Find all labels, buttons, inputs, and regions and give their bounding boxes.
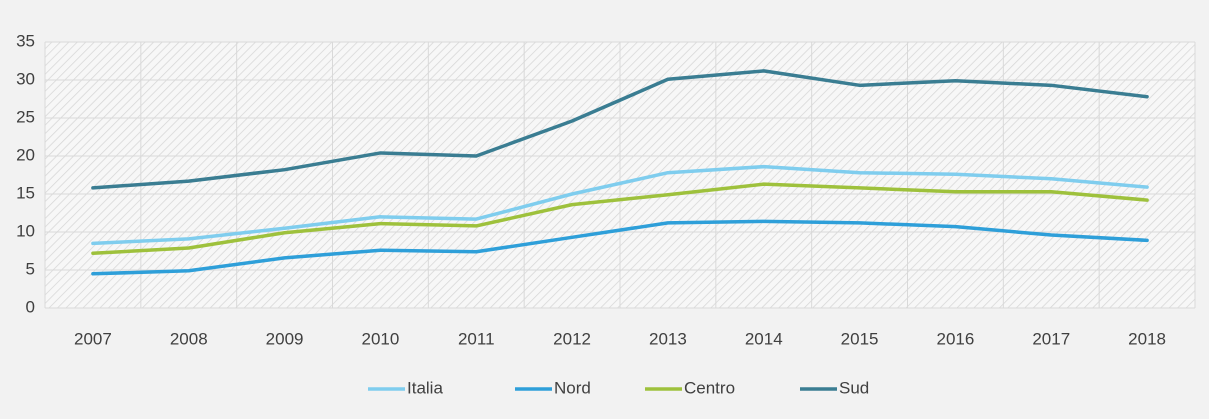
y-tick-label: 25 xyxy=(16,107,35,126)
y-tick-label: 10 xyxy=(16,221,35,240)
legend-label: Centro xyxy=(684,378,735,397)
series-line xyxy=(91,164,1149,246)
x-tick-label: 2007 xyxy=(74,329,112,348)
x-tick-label: 2013 xyxy=(649,329,687,348)
x-tick-label: 2015 xyxy=(841,329,879,348)
series-line xyxy=(91,219,1149,276)
y-tick-label: 0 xyxy=(26,297,35,316)
x-tick-label: 2011 xyxy=(458,329,495,348)
x-tick-label: 2018 xyxy=(1128,329,1166,348)
legend-label: Sud xyxy=(839,378,869,397)
legend-label: Italia xyxy=(407,378,443,397)
x-tick-label: 2017 xyxy=(1032,329,1070,348)
x-tick-label: 2009 xyxy=(266,329,304,348)
y-tick-label: 30 xyxy=(16,69,35,88)
x-tick-label: 2014 xyxy=(745,329,783,348)
x-tick-label: 2010 xyxy=(362,329,400,348)
y-tick-label: 15 xyxy=(16,183,35,202)
legend-label: Nord xyxy=(554,378,591,397)
x-tick-label: 2016 xyxy=(937,329,975,348)
series-line xyxy=(91,182,1149,256)
series-line xyxy=(91,69,1149,190)
y-tick-label: 20 xyxy=(16,145,35,164)
x-tick-label: 2008 xyxy=(170,329,208,348)
y-tick-label: 5 xyxy=(26,259,35,278)
y-tick-label: 35 xyxy=(16,31,35,50)
x-tick-label: 2012 xyxy=(553,329,591,348)
